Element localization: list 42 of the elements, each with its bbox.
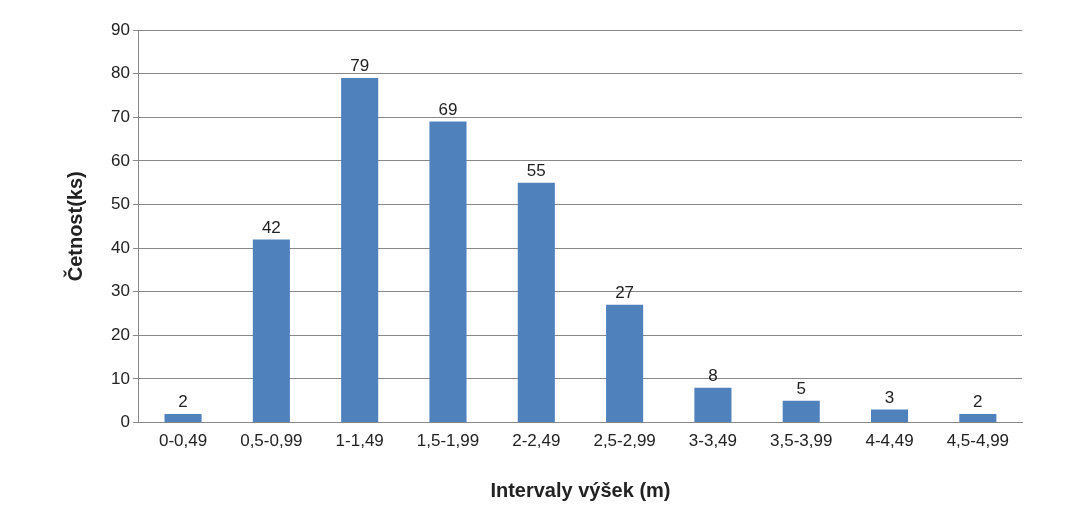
bar — [164, 413, 202, 423]
y-axis-title: Četnost(ks) — [62, 171, 86, 282]
y-tick-label: 70 — [110, 106, 130, 126]
y-tick-label: 50 — [110, 194, 130, 214]
x-tick-label: 2-2,49 — [512, 431, 561, 451]
data-label: 55 — [526, 160, 546, 180]
data-label: 2 — [178, 392, 188, 412]
x-tick-label: 0-0,49 — [158, 431, 208, 451]
y-tick-label: 10 — [110, 368, 130, 388]
bar — [870, 409, 909, 423]
bar — [517, 182, 555, 423]
x-tick-label: 1-1,49 — [335, 431, 384, 451]
x-tick-label: 2,5-2,99 — [593, 431, 656, 451]
y-tick-label: 30 — [110, 281, 130, 301]
y-tick-label: 20 — [110, 325, 130, 345]
data-label: 27 — [615, 283, 635, 303]
y-tick-label: 80 — [110, 63, 130, 83]
data-label: 69 — [438, 99, 458, 119]
bar — [429, 121, 467, 423]
bar — [782, 400, 820, 423]
bar — [341, 77, 379, 423]
bar — [959, 413, 997, 423]
x-tick-label: 4-4,49 — [865, 431, 914, 451]
y-tick-label: 90 — [110, 19, 130, 39]
x-tick-label: 3,5-3,99 — [770, 431, 833, 451]
x-axis-title: Intervaly výšek (m) — [490, 478, 671, 501]
data-label: 8 — [708, 365, 718, 385]
data-label: 42 — [261, 217, 281, 237]
x-tick-label: 0,5-0,99 — [240, 431, 303, 451]
bar — [694, 387, 732, 423]
x-tick-label: 3-3,49 — [688, 431, 738, 451]
bar — [252, 239, 290, 423]
bar — [606, 304, 644, 423]
data-label: 79 — [350, 56, 370, 76]
y-tick-label: 0 — [120, 412, 130, 432]
y-tick-label: 40 — [110, 237, 130, 257]
x-tick-label: 4,5-4,99 — [946, 431, 1010, 451]
data-label: 3 — [884, 387, 895, 407]
data-label: 5 — [796, 378, 806, 398]
data-label: 2 — [973, 392, 983, 412]
x-tick-label: 1,5-1,99 — [416, 431, 480, 451]
y-tick-label: 60 — [110, 150, 130, 170]
